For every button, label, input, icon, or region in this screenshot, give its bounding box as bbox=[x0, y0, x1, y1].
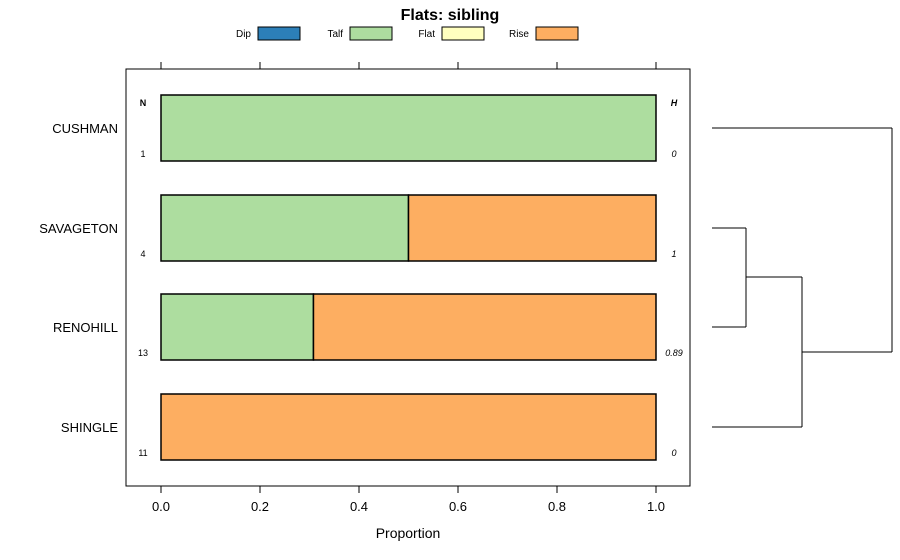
h-header: H bbox=[671, 98, 678, 108]
x-axis-label: Proportion bbox=[376, 525, 441, 541]
x-tick-label: 0.0 bbox=[152, 499, 170, 514]
legend-swatch-flat bbox=[441, 26, 485, 41]
legend: Dip Talf Flat Rise bbox=[236, 26, 579, 41]
category-labels: CUSHMAN SAVAGETON RENOHILL SHINGLE bbox=[39, 121, 118, 435]
bar-renohill-rise bbox=[312, 293, 657, 361]
dendrogram bbox=[712, 127, 893, 428]
h-value: 0 bbox=[671, 149, 676, 159]
n-value: 1 bbox=[140, 149, 145, 159]
n-header: N bbox=[140, 98, 147, 108]
bar-savageton-talf bbox=[160, 194, 410, 262]
n-value: 4 bbox=[140, 249, 145, 259]
bar-cushman-talf bbox=[160, 94, 657, 162]
legend-label-dip: Dip bbox=[236, 29, 251, 40]
h-value: 0 bbox=[671, 448, 676, 458]
x-tick-label: 0.8 bbox=[548, 499, 566, 514]
legend-label-rise: Rise bbox=[509, 29, 529, 40]
x-tick-label: 0.6 bbox=[449, 499, 467, 514]
bar-savageton-rise bbox=[407, 194, 657, 262]
bar-renohill-talf bbox=[160, 293, 315, 361]
legend-label-flat: Flat bbox=[418, 29, 435, 40]
x-tick-label: 1.0 bbox=[647, 499, 665, 514]
x-tick-label: 0.4 bbox=[350, 499, 368, 514]
bar-shingle-rise bbox=[160, 393, 657, 461]
x-axis: 0.0 0.2 0.4 0.6 0.8 1.0 bbox=[152, 62, 665, 514]
category-label: SHINGLE bbox=[61, 420, 118, 435]
n-value: 13 bbox=[138, 348, 148, 358]
category-label: SAVAGETON bbox=[39, 221, 118, 236]
x-tick-label: 0.2 bbox=[251, 499, 269, 514]
h-value: 0.89 bbox=[665, 348, 683, 358]
bars bbox=[160, 94, 657, 461]
legend-swatch-dip bbox=[257, 26, 301, 41]
legend-label-talf: Talf bbox=[327, 29, 343, 40]
h-value: 1 bbox=[671, 249, 676, 259]
plot-frame bbox=[125, 68, 691, 487]
category-label: CUSHMAN bbox=[52, 121, 118, 136]
legend-swatch-talf bbox=[349, 26, 393, 41]
n-value: 11 bbox=[138, 448, 147, 458]
category-label: RENOHILL bbox=[53, 320, 118, 335]
legend-swatch-rise bbox=[535, 26, 579, 41]
chart-title: Flats: sibling bbox=[401, 7, 500, 24]
side-annotations: N H 1 4 13 11 0 1 0.89 0 bbox=[138, 98, 683, 458]
